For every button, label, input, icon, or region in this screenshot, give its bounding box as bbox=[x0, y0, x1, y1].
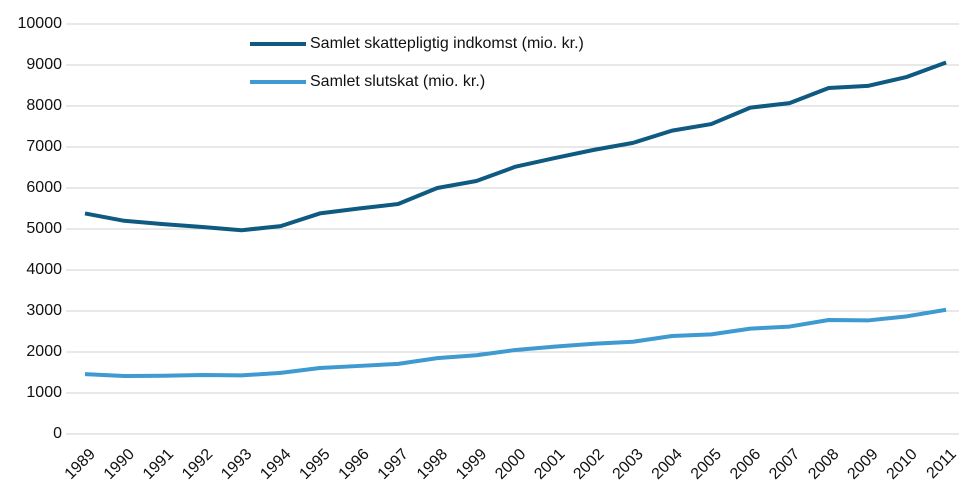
x-tick-label: 2011 bbox=[924, 446, 959, 482]
series-line bbox=[84, 307, 947, 378]
y-tick-label: 2000 bbox=[26, 343, 62, 360]
y-tick-label: 4000 bbox=[26, 261, 62, 278]
y-tick-label: 10000 bbox=[18, 15, 63, 32]
y-tick-label: 0 bbox=[53, 425, 62, 442]
x-tick-label: 2009 bbox=[844, 446, 881, 483]
y-tick-label: 1000 bbox=[26, 384, 62, 401]
y-tick-label: 7000 bbox=[26, 138, 62, 155]
y-tick-label: 9000 bbox=[26, 56, 62, 73]
x-tick-label: 1989 bbox=[62, 446, 99, 483]
y-tick-label: 8000 bbox=[26, 97, 62, 114]
x-tick-label: 1997 bbox=[375, 446, 412, 483]
x-tick-label: 2008 bbox=[805, 446, 842, 483]
x-tick-label: 1996 bbox=[336, 446, 373, 483]
x-tick-label: 2005 bbox=[688, 446, 725, 483]
x-tick-label: 2001 bbox=[531, 446, 568, 483]
x-tick-label: 1995 bbox=[296, 446, 333, 483]
x-tick-label: 2000 bbox=[492, 446, 529, 483]
series-line bbox=[84, 60, 947, 233]
x-tick-label: 1991 bbox=[140, 446, 177, 483]
legend-label: Samlet skattepligtig indkomst (mio. kr.) bbox=[310, 35, 584, 52]
x-tick-label: 1990 bbox=[101, 446, 138, 483]
legend-label: Samlet slutskat (mio. kr.) bbox=[310, 73, 485, 90]
x-tick-label: 1999 bbox=[453, 446, 490, 483]
y-tick-label: 6000 bbox=[26, 179, 62, 196]
x-tick-label: 1992 bbox=[179, 446, 216, 483]
y-tick-label: 3000 bbox=[26, 302, 62, 319]
x-tick-label: 1994 bbox=[257, 446, 294, 483]
x-tick-label: 2010 bbox=[884, 446, 921, 483]
y-tick-label: 5000 bbox=[26, 220, 62, 237]
x-tick-label: 2004 bbox=[649, 446, 686, 483]
x-tick-label: 2003 bbox=[610, 446, 647, 483]
x-tick-label: 1993 bbox=[218, 446, 255, 483]
x-tick-label: 1998 bbox=[414, 446, 451, 483]
x-tick-label: 2006 bbox=[727, 446, 764, 483]
x-tick-label: 2002 bbox=[570, 446, 607, 483]
x-tick-label: 2007 bbox=[766, 446, 803, 483]
